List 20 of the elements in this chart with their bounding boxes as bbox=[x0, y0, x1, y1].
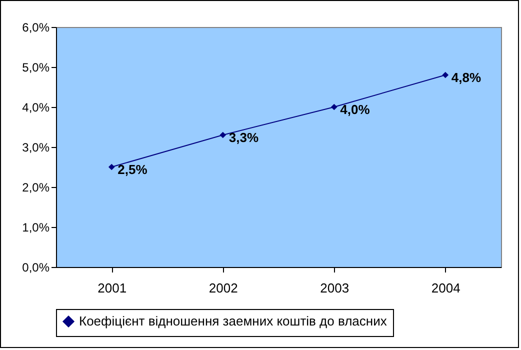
point bbox=[108, 164, 115, 170]
x-tick-label: 2002 bbox=[208, 280, 238, 296]
x-tick-label: 2003 bbox=[320, 280, 350, 296]
y-tick-label: 2,0% bbox=[22, 180, 50, 194]
y-tick-label: 0,0% bbox=[22, 260, 50, 274]
data-label: 4,0% bbox=[340, 102, 370, 117]
point bbox=[330, 104, 338, 110]
point bbox=[442, 72, 449, 78]
y-tick-label: 5,0% bbox=[22, 60, 50, 74]
y-tick-label: 4,0% bbox=[22, 100, 50, 114]
y-tick-label: 1,0% bbox=[22, 220, 50, 234]
data-label: 2,5% bbox=[118, 162, 148, 177]
x-tick-label: 2004 bbox=[431, 280, 460, 296]
data-label: 3,3% bbox=[228, 130, 259, 145]
legend-label: Коефіцієнт відношення заемних коштів до власних bbox=[79, 314, 388, 328]
point bbox=[220, 132, 226, 138]
data-label: 4,8% bbox=[451, 70, 482, 85]
x-tick-label: 2001 bbox=[98, 280, 127, 296]
y-tick-label: 3,0% bbox=[22, 140, 50, 154]
y-tick-label: 6,0% bbox=[22, 20, 50, 34]
